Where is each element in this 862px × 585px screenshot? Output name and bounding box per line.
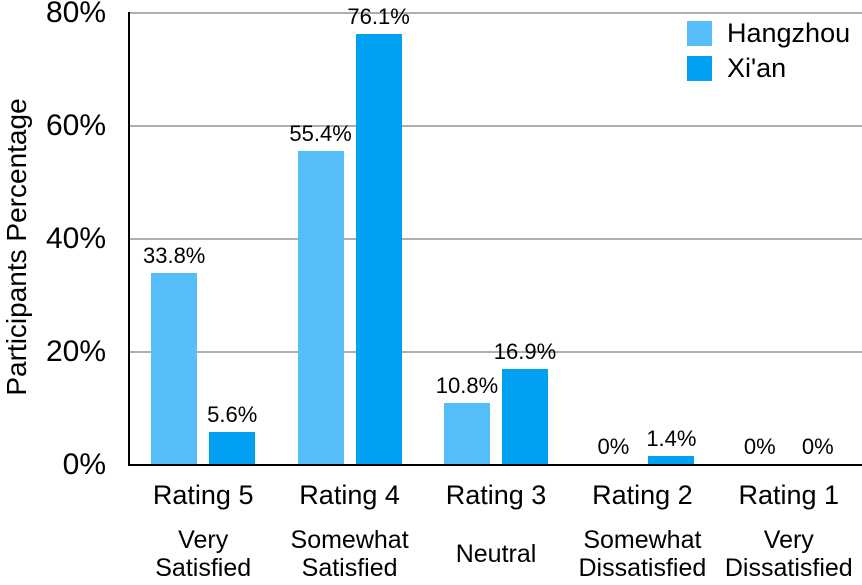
gridline-20 bbox=[130, 351, 862, 353]
bar-xian-rating-4 bbox=[355, 34, 402, 464]
legend-swatch-hangzhou bbox=[687, 21, 712, 46]
value-label: 0% bbox=[743, 434, 776, 459]
legend-item-xian: Xi'an bbox=[687, 55, 850, 82]
value-label: 55.4% bbox=[289, 121, 352, 146]
value-label: 0% bbox=[597, 434, 630, 459]
y-tick-label: 20% bbox=[45, 335, 106, 368]
x-category-label: Rating 1 bbox=[738, 480, 840, 510]
x-category-label: Rating 4 bbox=[299, 480, 400, 510]
legend-item-hangzhou: Hangzhou bbox=[687, 20, 850, 47]
x-category-label: Rating 3 bbox=[445, 480, 547, 510]
legend-label-hangzhou: Hangzhou bbox=[727, 18, 851, 48]
value-label: 33.8% bbox=[142, 243, 206, 269]
value-label: 10.8% bbox=[435, 372, 499, 398]
y-tick-label: 40% bbox=[45, 222, 106, 255]
value-label: 16.9% bbox=[493, 338, 557, 364]
x-category-sublabel: Very Dissatisfied bbox=[724, 526, 853, 582]
value-label: 0% bbox=[801, 434, 834, 459]
bar-xian-rating-2 bbox=[648, 456, 695, 464]
x-category-sublabel: Neutral bbox=[455, 540, 537, 568]
y-tick-label: 60% bbox=[45, 109, 106, 142]
legend-label-xian: Xi'an bbox=[727, 53, 787, 83]
value-label: 1.4% bbox=[646, 426, 697, 452]
x-category-sublabel: Somewhat Satisfied bbox=[290, 526, 409, 582]
gridline-60 bbox=[130, 125, 862, 127]
gridline-40 bbox=[130, 238, 862, 240]
x-category-sublabel: Very Satisfied bbox=[155, 526, 252, 582]
y-tick-label: 80% bbox=[45, 0, 106, 29]
legend-swatch-xian bbox=[687, 56, 712, 81]
bar-hangzhou-rating-4 bbox=[297, 151, 344, 464]
gridline-80 bbox=[130, 12, 862, 14]
bar-hangzhou-rating-5 bbox=[151, 273, 198, 464]
x-category-label: Rating 5 bbox=[152, 480, 254, 510]
x-category-label: Rating 2 bbox=[592, 480, 693, 510]
plot-area: 33.8% 5.6% 55.4% 76.1% 10.8% 16.9% 0% 1.4% 0% 0% bbox=[128, 6, 862, 466]
y-tick-label: 0% bbox=[62, 448, 106, 481]
bar-hangzhou-rating-3 bbox=[444, 402, 490, 464]
value-label: 76.1% bbox=[347, 4, 410, 30]
bar-xian-rating-5 bbox=[209, 432, 256, 464]
bar-xian-rating-3 bbox=[502, 368, 548, 464]
value-label: 5.6% bbox=[207, 402, 258, 428]
legend: Hangzhou Xi'an bbox=[687, 20, 850, 90]
x-category-sublabel: Somewhat Dissatisfied bbox=[578, 526, 707, 582]
